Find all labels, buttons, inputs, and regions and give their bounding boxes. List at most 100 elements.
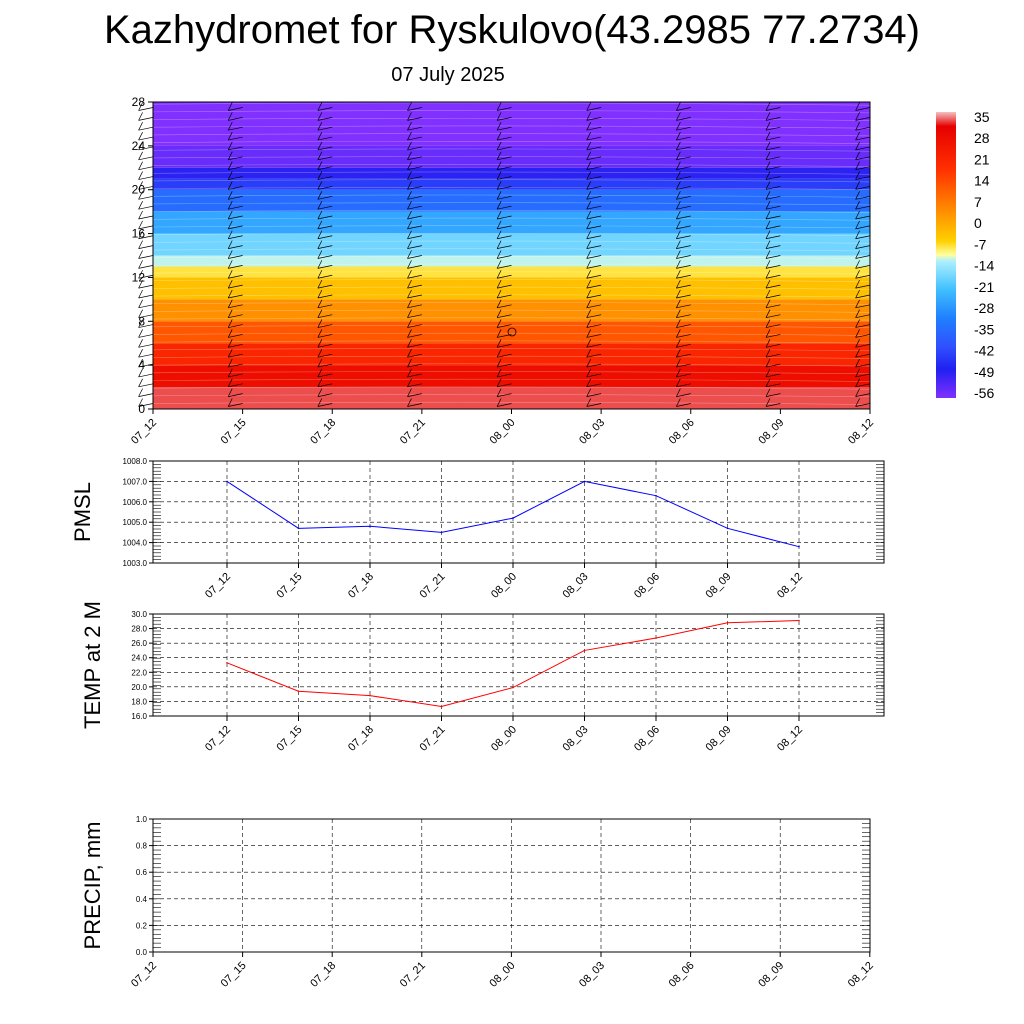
wind-barb xyxy=(228,383,243,388)
wind-barb xyxy=(138,294,154,299)
wind-barb-flag xyxy=(855,230,860,239)
heatmap-band xyxy=(153,211,870,234)
contour-line xyxy=(152,332,871,336)
wind-barb-flag xyxy=(765,368,771,378)
wind-barb-flag xyxy=(765,161,771,170)
wind-barb xyxy=(497,255,512,259)
wind-barb-flag xyxy=(586,102,592,111)
data-point xyxy=(297,690,300,693)
wind-barb-flag xyxy=(138,279,143,289)
wind-barb xyxy=(317,353,333,358)
wind-barb-flag xyxy=(138,141,143,151)
data-point xyxy=(369,694,371,697)
panel-frame xyxy=(152,818,871,953)
wind-barb xyxy=(855,265,871,269)
wind-barb-flag xyxy=(496,240,502,249)
wind-barb xyxy=(317,215,333,220)
wind-barb-flag xyxy=(227,240,233,249)
wind-barb-flag xyxy=(855,378,860,387)
wind-barb-flag xyxy=(855,122,860,131)
wind-barb xyxy=(138,107,154,111)
contour-line xyxy=(152,217,871,221)
wind-barb-flag xyxy=(676,299,681,308)
wind-barb-flag xyxy=(138,112,143,121)
wind-barb xyxy=(407,373,422,378)
wind-barb xyxy=(138,304,154,309)
wind-barb-flag xyxy=(855,299,860,308)
wind-barb xyxy=(407,383,422,388)
wind-barb xyxy=(228,205,243,210)
wind-barb xyxy=(407,255,422,259)
wind-barb xyxy=(586,235,602,240)
heatmap-band xyxy=(153,189,870,212)
wind-barb xyxy=(676,166,691,171)
wind-barb xyxy=(676,146,691,151)
data-point xyxy=(226,662,228,664)
wind-barb-flag xyxy=(138,309,143,318)
wind-barb xyxy=(407,176,422,180)
wind-barb-flag xyxy=(586,270,592,279)
wind-barb xyxy=(676,393,691,397)
wind-barb xyxy=(855,304,871,309)
wind-barb xyxy=(407,146,422,151)
wind-barb xyxy=(765,235,781,240)
wind-barb-flag xyxy=(586,220,592,230)
wind-barb-flag xyxy=(227,250,233,259)
wind-barb xyxy=(407,107,422,111)
wind-barb xyxy=(138,343,154,348)
wind-barb-flag xyxy=(317,250,323,259)
wind-barb-flag xyxy=(227,230,233,239)
wind-barb xyxy=(407,324,422,328)
heatmap-band xyxy=(153,321,870,344)
wind-barb-flag xyxy=(676,349,681,358)
wind-barb xyxy=(586,215,602,220)
wind-barb-flag xyxy=(586,141,592,151)
y-tick-label: 28.0 xyxy=(131,625,147,634)
wind-barb-flag xyxy=(765,240,771,249)
heatmap-band xyxy=(153,387,870,409)
wind-barb-flag xyxy=(317,201,323,210)
wind-barb xyxy=(855,205,871,210)
wind-barb-flag xyxy=(407,260,412,269)
wind-barb-flag xyxy=(317,151,323,160)
wind-barb xyxy=(138,117,154,121)
wind-barb xyxy=(765,205,781,210)
wind-barb-flag xyxy=(317,388,323,397)
wind-barb xyxy=(497,304,512,309)
panel-frame xyxy=(152,460,885,564)
wind-barb-flag xyxy=(676,181,681,190)
wind-barb xyxy=(676,126,691,131)
wind-barb-flag xyxy=(765,181,771,190)
x-tick-label: 07_15 xyxy=(275,724,305,754)
colorbar-label: 7 xyxy=(974,194,982,210)
wind-barb xyxy=(855,255,871,259)
wind-barb xyxy=(228,403,243,407)
heatmap-band xyxy=(153,102,870,146)
wind-barb xyxy=(855,146,871,151)
contour-line xyxy=(152,171,871,175)
wind-barb-flag xyxy=(407,161,412,170)
wind-barb xyxy=(228,343,243,348)
wind-barb-flag xyxy=(407,398,412,407)
wind-barb-flag xyxy=(855,339,860,348)
wind-barb-flag xyxy=(676,398,681,407)
wind-barb xyxy=(586,166,602,171)
wind-barb-flag xyxy=(496,309,502,318)
wind-barb xyxy=(855,314,871,319)
wind-barb-flag xyxy=(676,329,681,338)
wind-barb-flag xyxy=(496,279,502,289)
wind-barb xyxy=(138,284,154,289)
wind-barb xyxy=(228,353,243,358)
wind-barb xyxy=(228,136,243,141)
wind-barb-flag xyxy=(586,210,592,220)
wind-barb-flag xyxy=(855,161,860,170)
data-point xyxy=(369,525,371,528)
x-tick-label: 08_09 xyxy=(756,960,786,990)
wind-barb xyxy=(497,205,512,210)
wind-barb-flag xyxy=(676,388,681,397)
wind-barb xyxy=(765,403,781,407)
wind-barb-flag xyxy=(138,260,143,269)
wind-barb xyxy=(317,294,333,299)
wind-barb-flag xyxy=(407,358,412,368)
wind-barb xyxy=(497,235,512,240)
